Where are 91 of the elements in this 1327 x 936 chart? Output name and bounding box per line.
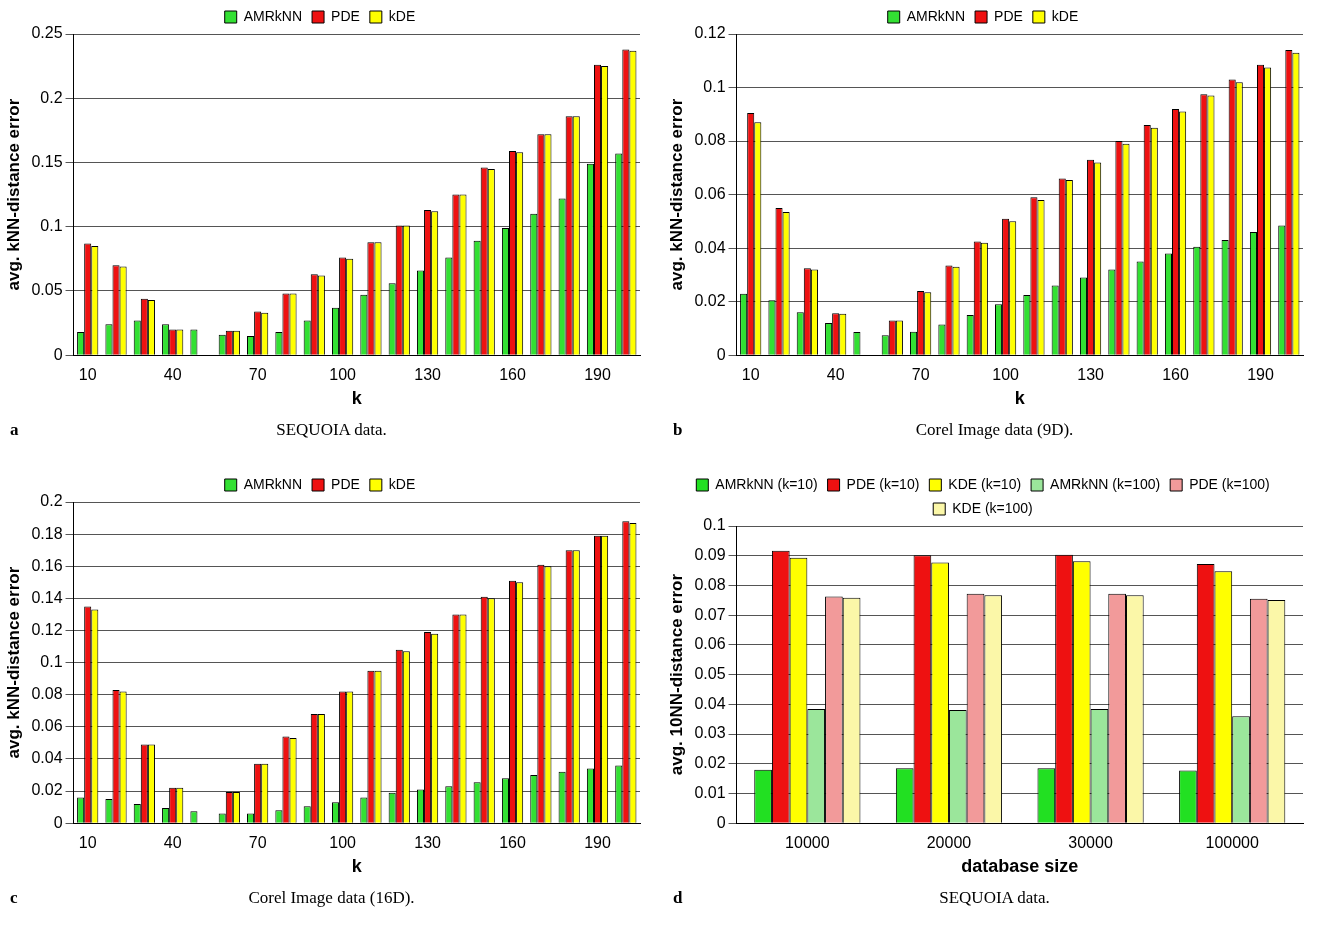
- x-tick-label: 100000: [1205, 834, 1259, 852]
- y-tick-label: 0.12: [31, 620, 63, 638]
- x-tick-label: 40: [163, 366, 182, 384]
- legend-label: PDE: [331, 475, 360, 492]
- text: c: [10, 888, 18, 908]
- x-tick-label: 10: [78, 834, 97, 852]
- text: SEQUOIA data.: [939, 888, 1050, 907]
- text: d: [673, 888, 683, 908]
- y-tick-label: 0.01: [694, 783, 726, 801]
- y-tick-label: 0.1: [703, 516, 726, 534]
- x-tick-label: 190: [1247, 366, 1274, 384]
- x-tick-label: 160: [1162, 366, 1189, 384]
- x-tick-label: 130: [414, 834, 442, 852]
- legend-label: kDE: [388, 7, 416, 24]
- x-tick-label: 10: [78, 366, 97, 384]
- y-tick-label: 0.03: [694, 724, 726, 742]
- x-tick-label: 10000: [785, 834, 830, 852]
- y-tick-label: 0.06: [31, 717, 63, 735]
- y-tick-label: 0.2: [40, 88, 63, 106]
- y-tick-label: 0.1: [40, 653, 63, 671]
- y-tick-label: 0.14: [31, 588, 63, 606]
- y-tick-label: 0.06: [694, 185, 726, 203]
- x-tick-label: 40: [826, 366, 845, 384]
- x-tick-label: 190: [584, 834, 611, 852]
- legend-label: AMRkNN (k=100): [1050, 475, 1161, 492]
- y-tick-label: 0.12: [694, 24, 726, 42]
- y-tick-label: 0.15: [31, 152, 63, 170]
- y-tick-label: 0.16: [31, 556, 63, 574]
- legend-label: AMRkNN (k=10): [715, 475, 818, 492]
- y-axis-title: avg. kNN-distance error: [666, 98, 686, 291]
- legend-label: kDE: [1051, 7, 1079, 24]
- x-axis-title: database size: [961, 856, 1079, 877]
- x-tick-label: 40: [163, 834, 182, 852]
- legend-label: KDE (k=100): [952, 499, 1033, 516]
- text: Corel Image data (9D).: [915, 420, 1074, 439]
- y-tick-label: 0.02: [694, 292, 726, 310]
- y-tick-label: 0.04: [694, 238, 726, 256]
- y-tick-label: 0: [53, 813, 63, 831]
- x-tick-label: 130: [414, 366, 442, 384]
- x-axis-title: k: [351, 856, 363, 877]
- text: b: [673, 420, 683, 440]
- y-tick-label: 0.02: [31, 781, 63, 799]
- x-tick-label: 20000: [926, 834, 972, 852]
- x-axis-title: k: [1014, 388, 1026, 409]
- x-tick-label: 70: [248, 834, 267, 852]
- y-tick-label: 0: [716, 345, 726, 363]
- x-tick-label: 130: [1077, 366, 1105, 384]
- y-tick-label: 0.07: [694, 605, 726, 623]
- x-tick-label: 160: [499, 834, 526, 852]
- y-tick-label: 0: [53, 345, 63, 363]
- x-tick-label: 100: [992, 366, 1020, 384]
- x-tick-label: 100: [329, 834, 357, 852]
- y-tick-label: 0.25: [31, 24, 63, 42]
- legend-label: KDE (k=10): [948, 475, 1022, 492]
- legend-label: AMRkNN: [906, 7, 966, 24]
- x-tick-label: 160: [499, 366, 526, 384]
- legend-label: PDE (k=100): [1189, 475, 1270, 492]
- y-tick-label: 0.06: [694, 635, 726, 653]
- y-tick-label: 0.08: [694, 575, 726, 593]
- legend-label: PDE: [331, 7, 360, 24]
- legend-label: PDE (k=10): [846, 475, 920, 492]
- legend-label: PDE: [994, 7, 1023, 24]
- legend-label: kDE: [388, 475, 416, 492]
- y-tick-label: 0.04: [694, 694, 726, 712]
- y-axis-title: avg. kNN-distance error: [3, 566, 23, 759]
- text: SEQUOIA data.: [276, 420, 387, 439]
- y-tick-label: 0.08: [31, 685, 63, 703]
- y-axis-title: avg. kNN-distance error: [3, 98, 23, 291]
- y-tick-label: 0.1: [40, 217, 63, 235]
- y-tick-label: 0.18: [31, 524, 63, 542]
- y-tick-label: 0.2: [40, 492, 63, 510]
- y-tick-label: 0.1: [703, 77, 726, 95]
- y-tick-label: 0.02: [694, 754, 726, 772]
- y-tick-label: 0.05: [31, 281, 63, 299]
- x-tick-label: 70: [248, 366, 267, 384]
- text: Corel Image data (16D).: [248, 888, 415, 907]
- x-tick-label: 190: [584, 366, 611, 384]
- y-tick-label: 0: [716, 813, 726, 831]
- x-tick-label: 100: [329, 366, 357, 384]
- x-axis-title: k: [351, 388, 363, 409]
- y-axis-title: avg. 10NN-distance error: [666, 573, 686, 776]
- y-tick-label: 0.09: [694, 546, 726, 564]
- x-tick-label: 30000: [1068, 834, 1113, 852]
- y-tick-label: 0.08: [694, 131, 726, 149]
- x-tick-label: 70: [911, 366, 930, 384]
- legend-label: AMRkNN: [243, 7, 303, 24]
- y-tick-label: 0.04: [31, 749, 63, 767]
- y-tick-label: 0.05: [694, 665, 726, 683]
- legend-label: AMRkNN: [243, 475, 303, 492]
- x-tick-label: 10: [741, 366, 760, 384]
- text: a: [10, 420, 19, 440]
